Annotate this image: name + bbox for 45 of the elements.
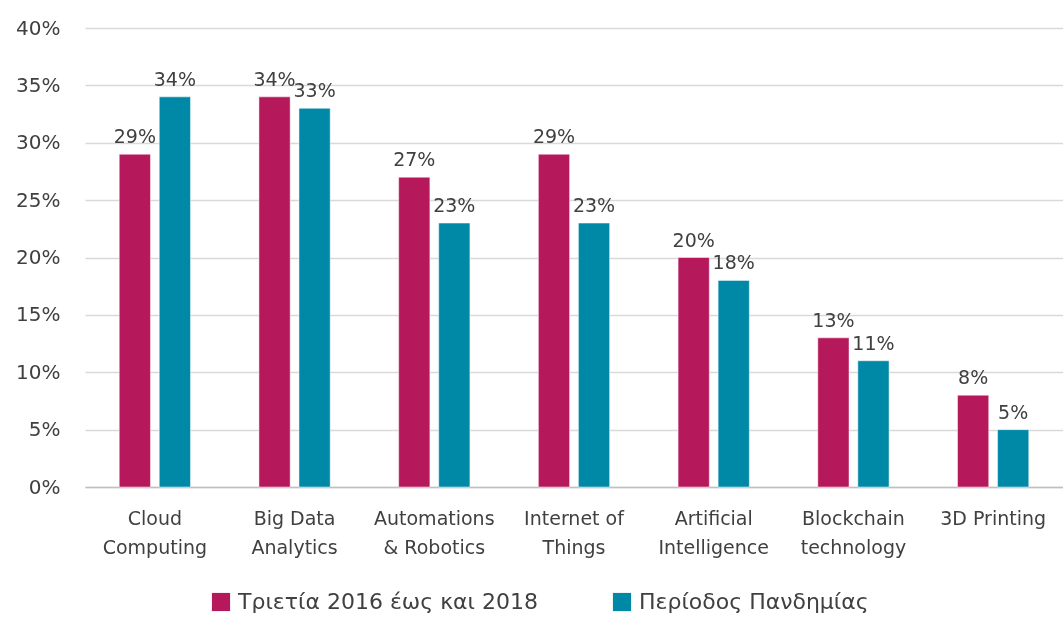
bar xyxy=(298,107,331,488)
bar xyxy=(717,280,750,488)
x-tick-label: Blockchain technology xyxy=(800,506,907,558)
x-tick-label: Big Data Analytics xyxy=(251,506,338,558)
data-label: 11% xyxy=(852,331,895,354)
y-tick-label: 5% xyxy=(28,417,61,442)
bar xyxy=(398,176,431,488)
bar xyxy=(997,429,1030,488)
data-label: 23% xyxy=(433,194,476,217)
bar xyxy=(578,222,611,488)
x-tick-label: 3D Printing xyxy=(940,506,1047,529)
bar xyxy=(258,96,291,488)
legend-label: Περίοδος Πανδημίας xyxy=(639,589,869,614)
data-label: 27% xyxy=(393,148,436,171)
bar xyxy=(817,337,850,488)
bar xyxy=(677,257,710,488)
data-label: 13% xyxy=(812,308,855,331)
x-tick-label: Artificial Intelligence xyxy=(658,506,769,558)
x-tick-label: Internet of Things xyxy=(524,506,626,558)
bar xyxy=(857,360,890,488)
data-label: 29% xyxy=(532,125,576,148)
data-label: 34% xyxy=(153,67,196,90)
bar xyxy=(957,394,990,488)
y-tick-label: 30% xyxy=(16,130,61,155)
data-label: 20% xyxy=(672,228,715,251)
data-label: 18% xyxy=(712,251,755,274)
y-tick-label: 15% xyxy=(16,302,61,327)
data-label: 23% xyxy=(572,194,616,217)
y-tick-label: 25% xyxy=(16,187,61,212)
y-tick-label: 35% xyxy=(16,72,61,97)
y-tick-label: 40% xyxy=(16,15,61,40)
y-tick-label: 20% xyxy=(16,245,61,269)
data-label: 34% xyxy=(253,67,296,90)
x-tick-label: Automations & Robotics xyxy=(374,506,495,558)
legend-label: Τριετία 2016 έως και 2018 xyxy=(237,589,539,614)
data-label: 29% xyxy=(113,125,156,148)
x-tick-label: Cloud Computing xyxy=(102,506,208,558)
data-label: 5% xyxy=(998,400,1029,423)
y-tick-label: 0% xyxy=(28,474,61,499)
bar xyxy=(118,153,151,488)
bar xyxy=(158,96,191,488)
bar xyxy=(438,222,471,488)
y-tick-label: 10% xyxy=(16,359,61,384)
bar xyxy=(537,153,570,488)
data-label: 8% xyxy=(958,366,989,389)
